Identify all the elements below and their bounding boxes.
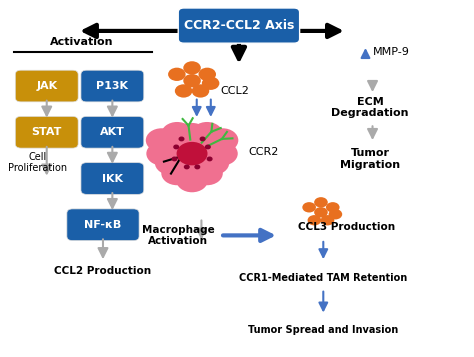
Text: CCL2: CCL2 [220,86,249,96]
Circle shape [172,157,177,161]
Text: CCR1-Mediated TAM Retention: CCR1-Mediated TAM Retention [239,273,408,283]
Text: Cell
Proliferation: Cell Proliferation [8,152,67,173]
Circle shape [201,137,205,141]
Circle shape [207,128,238,152]
Text: Activation: Activation [50,36,114,47]
Circle shape [308,215,321,225]
FancyBboxPatch shape [178,8,300,43]
Circle shape [177,142,208,165]
Circle shape [199,67,216,81]
Circle shape [302,202,316,212]
Circle shape [191,84,209,97]
Text: MMP-9: MMP-9 [373,47,410,57]
Circle shape [155,151,187,175]
Circle shape [191,161,223,185]
Circle shape [161,161,193,185]
Circle shape [183,61,201,75]
Text: Macrophage
Activation: Macrophage Activation [142,225,214,246]
Circle shape [198,151,229,175]
Circle shape [321,215,334,225]
Text: IKK: IKK [102,174,123,183]
Circle shape [314,197,328,207]
Text: CCR2-CCL2 Axis: CCR2-CCL2 Axis [184,19,294,32]
Circle shape [174,145,179,149]
Circle shape [164,133,219,175]
Circle shape [146,142,178,166]
FancyBboxPatch shape [15,70,78,102]
Text: P13K: P13K [96,81,128,91]
Circle shape [326,202,339,212]
Text: CCL2 Production: CCL2 Production [55,266,152,276]
Text: CCR2: CCR2 [248,147,279,157]
Circle shape [179,137,184,141]
Circle shape [168,67,186,81]
Text: NF-κB: NF-κB [84,220,122,230]
Circle shape [314,207,328,217]
Circle shape [195,165,200,169]
Circle shape [176,168,208,192]
Circle shape [328,209,342,220]
Circle shape [206,142,238,166]
FancyBboxPatch shape [81,70,144,102]
Text: CCL3 Production: CCL3 Production [298,221,395,231]
FancyBboxPatch shape [81,163,144,194]
Circle shape [184,165,189,169]
Circle shape [191,122,223,146]
Circle shape [146,128,177,152]
Circle shape [175,84,192,97]
Circle shape [206,145,210,149]
Circle shape [161,122,193,146]
Text: AKT: AKT [100,127,125,137]
Circle shape [183,74,201,87]
Text: Tumor Spread and Invasion: Tumor Spread and Invasion [248,325,399,335]
FancyBboxPatch shape [81,116,144,148]
Text: ECM
Degradation: ECM Degradation [331,97,409,118]
Text: Tumor
Migration: Tumor Migration [340,148,400,170]
FancyBboxPatch shape [67,209,139,241]
Text: JAK: JAK [36,81,57,91]
Circle shape [207,157,212,161]
FancyBboxPatch shape [15,116,78,148]
Circle shape [202,77,219,90]
Text: STAT: STAT [32,127,62,137]
Circle shape [176,123,208,147]
